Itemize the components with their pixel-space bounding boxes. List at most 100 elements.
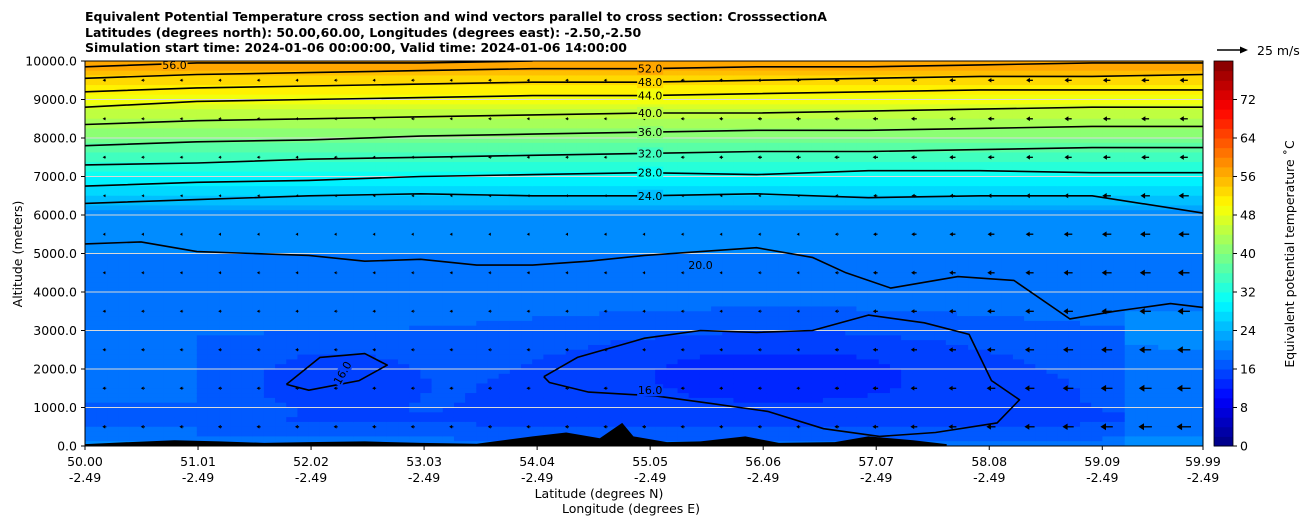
field-cell (163, 397, 176, 404)
field-cell (129, 397, 142, 404)
field-cell (275, 89, 287, 96)
field-cell (386, 157, 399, 163)
field-cell (711, 239, 723, 245)
field-cell (252, 113, 265, 120)
field-cell (487, 296, 500, 303)
field-cell (688, 200, 701, 206)
field-cell (297, 349, 310, 356)
field-cell (263, 364, 276, 370)
field-cell (688, 75, 701, 81)
field-cell (364, 292, 377, 298)
field-cell (677, 407, 690, 413)
field-cell (521, 421, 533, 428)
field-cell (140, 316, 153, 322)
field-cell (297, 272, 310, 279)
field-cell (610, 253, 623, 259)
field-cell (174, 138, 187, 144)
field-cell (219, 75, 231, 81)
field-cell (442, 397, 455, 404)
field-cell (286, 171, 299, 178)
field-cell (487, 407, 500, 413)
field-cell (252, 128, 265, 134)
field-cell (386, 80, 399, 86)
field-cell (230, 330, 243, 336)
field-cell (755, 426, 768, 433)
field-cell (330, 417, 343, 423)
field-cell (342, 320, 354, 327)
field-cell (353, 253, 366, 259)
field-cell (319, 417, 332, 423)
field-cell (744, 166, 757, 173)
field-cell (487, 258, 500, 264)
field-cell (398, 104, 410, 110)
field-cell (319, 292, 332, 298)
field-cell (152, 70, 164, 77)
field-cell (465, 186, 477, 192)
field-cell (375, 364, 388, 370)
field-cell (319, 186, 332, 192)
field-cell (375, 128, 388, 134)
field-cell (621, 142, 634, 149)
field-cell (476, 431, 489, 437)
field-cell (565, 282, 578, 288)
field-cell (733, 402, 746, 409)
field-cell (599, 104, 612, 110)
field-cell (386, 263, 399, 269)
field-cell (453, 229, 466, 235)
field-cell (140, 436, 153, 442)
field-cell (375, 431, 388, 437)
field-cell (129, 80, 142, 86)
field-cell (744, 421, 757, 428)
field-cell (308, 162, 321, 168)
field-cell (241, 200, 254, 206)
field-cell (543, 316, 556, 322)
field-cell (353, 263, 366, 269)
field-cell (275, 359, 287, 365)
field-cell (241, 320, 254, 327)
field-cell (241, 426, 254, 433)
field-cell (576, 393, 589, 399)
field-cell (521, 239, 533, 245)
field-cell (733, 330, 746, 336)
field-cell (263, 397, 276, 404)
field-cell (487, 436, 500, 442)
field-cell (509, 292, 522, 298)
field-cell (565, 292, 578, 298)
field-cell (196, 195, 209, 202)
field-cell (353, 349, 366, 356)
field-cell (152, 330, 164, 336)
field-cell (431, 282, 444, 288)
field-cell (230, 296, 243, 303)
field-cell (711, 277, 723, 283)
field-cell (364, 325, 377, 332)
field-cell (644, 200, 656, 206)
field-cell (398, 296, 410, 303)
field-cell (263, 277, 276, 283)
field-cell (744, 359, 757, 365)
field-cell (409, 335, 421, 341)
field-cell (565, 109, 578, 115)
field-cell (375, 320, 388, 327)
field-cell (766, 412, 779, 418)
field-cell (96, 344, 108, 351)
field-cell (498, 373, 511, 380)
field-cell (733, 133, 746, 139)
field-cell (532, 330, 544, 336)
field-cell (554, 292, 567, 298)
field-cell (711, 421, 723, 428)
field-cell (744, 369, 757, 375)
field-cell (375, 229, 388, 235)
field-cell (487, 171, 500, 178)
field-cell (174, 306, 187, 312)
field-cell (711, 61, 723, 67)
field-cell (465, 412, 477, 418)
field-cell (476, 190, 489, 197)
field-cell (107, 306, 120, 312)
field-cell (543, 176, 556, 182)
field-cell (196, 263, 209, 269)
field-cell (252, 200, 265, 206)
field-cell (476, 325, 489, 332)
field-cell (420, 311, 433, 317)
field-cell (420, 215, 433, 221)
field-cell (409, 349, 421, 356)
